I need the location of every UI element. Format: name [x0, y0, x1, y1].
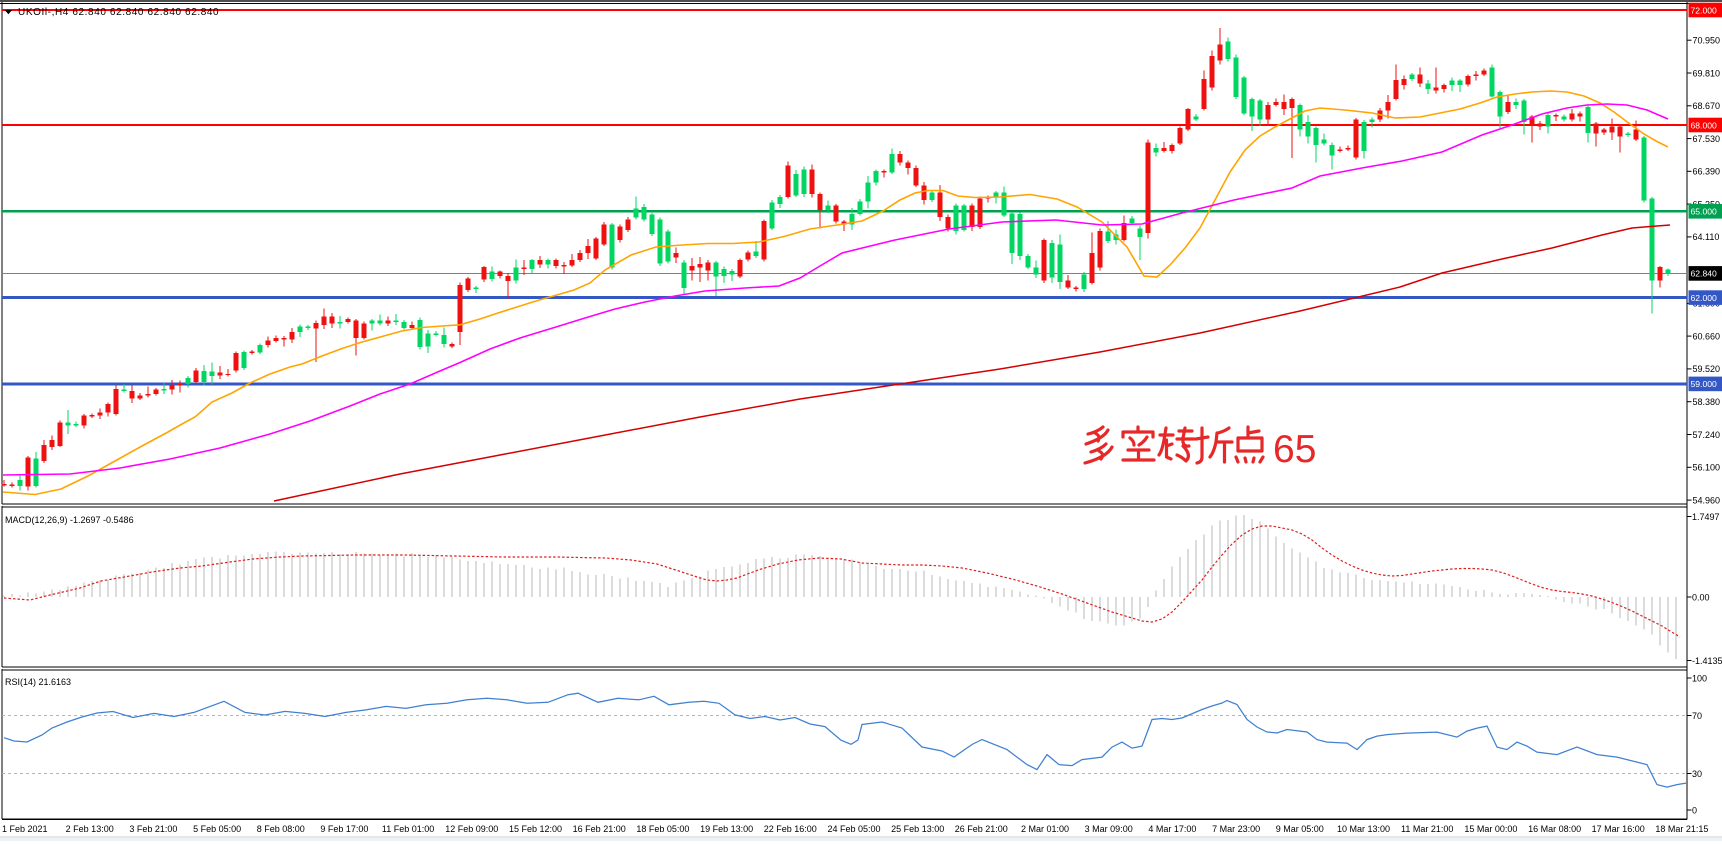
svg-text:16 Mar 08:00: 16 Mar 08:00 — [1528, 824, 1581, 834]
svg-text:62.840: 62.840 — [1691, 269, 1718, 279]
svg-text:9 Feb 17:00: 9 Feb 17:00 — [320, 824, 368, 834]
svg-text:30: 30 — [1692, 769, 1702, 779]
svg-text:66.390: 66.390 — [1693, 167, 1721, 177]
svg-text:56.100: 56.100 — [1693, 463, 1721, 473]
svg-text:0: 0 — [1692, 805, 1697, 815]
svg-text:70.950: 70.950 — [1693, 36, 1721, 46]
svg-text:72.000: 72.000 — [1691, 5, 1718, 15]
svg-text:2 Feb 13:00: 2 Feb 13:00 — [66, 824, 114, 834]
svg-text:10 Mar 13:00: 10 Mar 13:00 — [1337, 824, 1390, 834]
svg-text:3 Mar 09:00: 3 Mar 09:00 — [1085, 824, 1133, 834]
svg-text:9 Mar 05:00: 9 Mar 05:00 — [1276, 824, 1324, 834]
svg-text:70: 70 — [1692, 711, 1702, 721]
svg-text:2 Mar 01:00: 2 Mar 01:00 — [1021, 824, 1069, 834]
svg-text:1.7497: 1.7497 — [1692, 512, 1720, 522]
svg-text:25 Feb 13:00: 25 Feb 13:00 — [891, 824, 944, 834]
svg-text:65.000: 65.000 — [1691, 207, 1718, 217]
svg-text:57.240: 57.240 — [1693, 430, 1721, 440]
svg-text:24 Feb 05:00: 24 Feb 05:00 — [827, 824, 880, 834]
svg-text:60.660: 60.660 — [1693, 331, 1721, 341]
svg-text:7 Mar 23:00: 7 Mar 23:00 — [1212, 824, 1260, 834]
svg-text:67.530: 67.530 — [1693, 134, 1721, 144]
svg-text:17 Mar 16:00: 17 Mar 16:00 — [1592, 824, 1645, 834]
svg-text:MACD(12,26,9) -1.2697 -0.5486: MACD(12,26,9) -1.2697 -0.5486 — [5, 515, 134, 525]
svg-text:5 Feb 05:00: 5 Feb 05:00 — [193, 824, 241, 834]
svg-text:100: 100 — [1692, 673, 1707, 683]
svg-text:54.960: 54.960 — [1693, 495, 1721, 505]
svg-text:16 Feb 21:00: 16 Feb 21:00 — [573, 824, 626, 834]
svg-text:64.110: 64.110 — [1693, 232, 1720, 242]
svg-text:22 Feb 16:00: 22 Feb 16:00 — [764, 824, 817, 834]
svg-text:0.00: 0.00 — [1692, 592, 1710, 602]
svg-text:11 Feb 01:00: 11 Feb 01:00 — [382, 824, 434, 834]
svg-text:4 Mar 17:00: 4 Mar 17:00 — [1148, 824, 1196, 834]
svg-text:18 Mar 21:15: 18 Mar 21:15 — [1655, 824, 1708, 834]
svg-text:19 Feb 13:00: 19 Feb 13:00 — [700, 824, 753, 834]
svg-text:62.000: 62.000 — [1691, 293, 1718, 303]
svg-text:11 Mar 21:00: 11 Mar 21:00 — [1401, 824, 1453, 834]
svg-text:12 Feb 09:00: 12 Feb 09:00 — [445, 824, 498, 834]
svg-text:65: 65 — [1273, 428, 1316, 471]
svg-text:68.000: 68.000 — [1691, 120, 1718, 130]
svg-text:69.810: 69.810 — [1693, 68, 1721, 78]
svg-text:18 Feb 05:00: 18 Feb 05:00 — [636, 824, 689, 834]
svg-text:58.380: 58.380 — [1693, 397, 1721, 407]
svg-text:1 Feb 2021: 1 Feb 2021 — [2, 824, 48, 834]
svg-text:RSI(14) 21.6163: RSI(14) 21.6163 — [5, 677, 71, 687]
svg-text:UKOIl-,H4 62.840 62.840 62.84: UKOIl-,H4 62.840 62.840 62.840 62.840 — [18, 7, 219, 18]
svg-text:8 Feb 08:00: 8 Feb 08:00 — [257, 824, 305, 834]
svg-text:15 Feb 12:00: 15 Feb 12:00 — [509, 824, 562, 834]
svg-text:-1.4135: -1.4135 — [1692, 656, 1722, 666]
svg-text:26 Feb 21:00: 26 Feb 21:00 — [955, 824, 1008, 834]
svg-text:68.670: 68.670 — [1693, 101, 1721, 111]
svg-text:59.000: 59.000 — [1691, 379, 1718, 389]
svg-text:59.520: 59.520 — [1693, 364, 1721, 374]
svg-text:3 Feb 21:00: 3 Feb 21:00 — [129, 824, 177, 834]
svg-text:15 Mar 00:00: 15 Mar 00:00 — [1464, 824, 1517, 834]
